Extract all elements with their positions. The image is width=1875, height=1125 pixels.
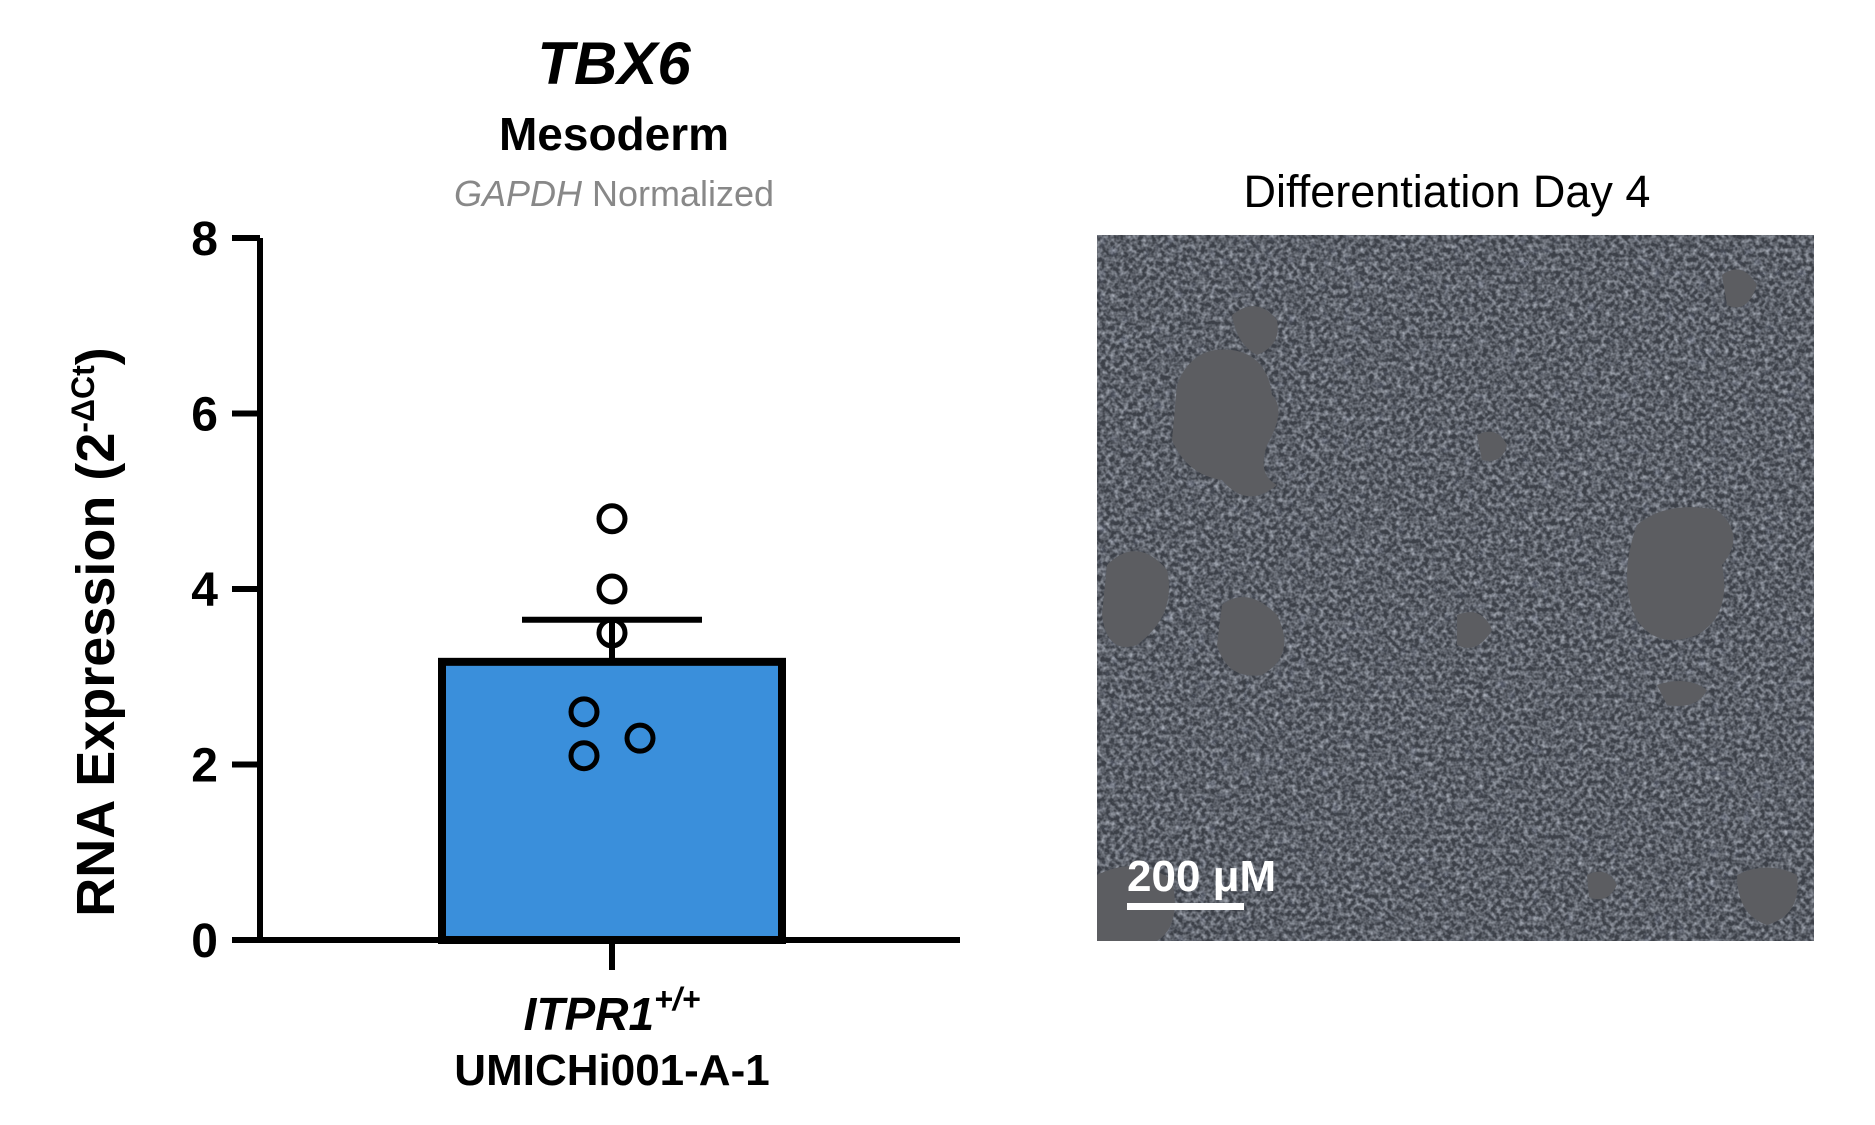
y-tick-label: 6 — [191, 389, 218, 442]
cell-free-region — [1102, 551, 1169, 647]
data-point — [596, 573, 628, 605]
y-axis-label: RNA Expression (2-ΔCt) — [65, 347, 126, 917]
micrograph-texture — [1097, 235, 1814, 941]
cell-free-region — [1172, 349, 1279, 497]
cell-free-region — [1627, 507, 1734, 640]
category-label: ITPR1+/+ — [524, 981, 701, 1040]
y-tick-label: 4 — [191, 564, 218, 617]
data-point — [568, 740, 600, 772]
y-tick-label: 0 — [191, 915, 218, 968]
plot-area: 0 2 4 6 8 — [191, 213, 960, 970]
category-gene: ITPR1 — [524, 988, 654, 1040]
bar — [438, 657, 786, 945]
cell-free-region — [1232, 306, 1278, 355]
data-point — [624, 722, 656, 754]
y-tick-label: 2 — [191, 740, 218, 793]
data-point — [596, 503, 628, 535]
micrograph-image — [1097, 235, 1814, 941]
normalization-text: Normalized — [582, 173, 774, 214]
cell-free-region — [1217, 597, 1285, 676]
scale-bar-label: 200 μM — [1127, 852, 1277, 901]
cell-line-label: UMICHi001-A-1 — [454, 1046, 769, 1095]
cell-free-region — [1477, 431, 1507, 461]
category-genotype: +/+ — [654, 981, 700, 1017]
micrograph-title: Differentiation Day 4 — [1243, 166, 1651, 217]
normalization-note: GAPDH Normalized — [454, 173, 774, 214]
cell-free-region — [1587, 871, 1617, 900]
y-axis-label-main: RNA Expression (2 — [66, 433, 126, 917]
y-tick-label: 8 — [191, 213, 218, 266]
y-axis-label-superscript: -ΔCt — [65, 365, 101, 433]
y-axis-label-close: ) — [66, 347, 126, 365]
normalization-gene: GAPDH — [454, 173, 583, 214]
chart-subtitle: Mesoderm — [499, 108, 729, 160]
data-point — [596, 617, 628, 649]
data-point — [568, 696, 600, 728]
cell-free-region — [1457, 612, 1492, 648]
cell-free-region — [1657, 681, 1707, 706]
cell-free-region — [1737, 867, 1798, 925]
chart-title: TBX6 — [537, 30, 691, 97]
scale-bar — [1127, 903, 1244, 910]
cell-free-region — [1722, 269, 1757, 308]
